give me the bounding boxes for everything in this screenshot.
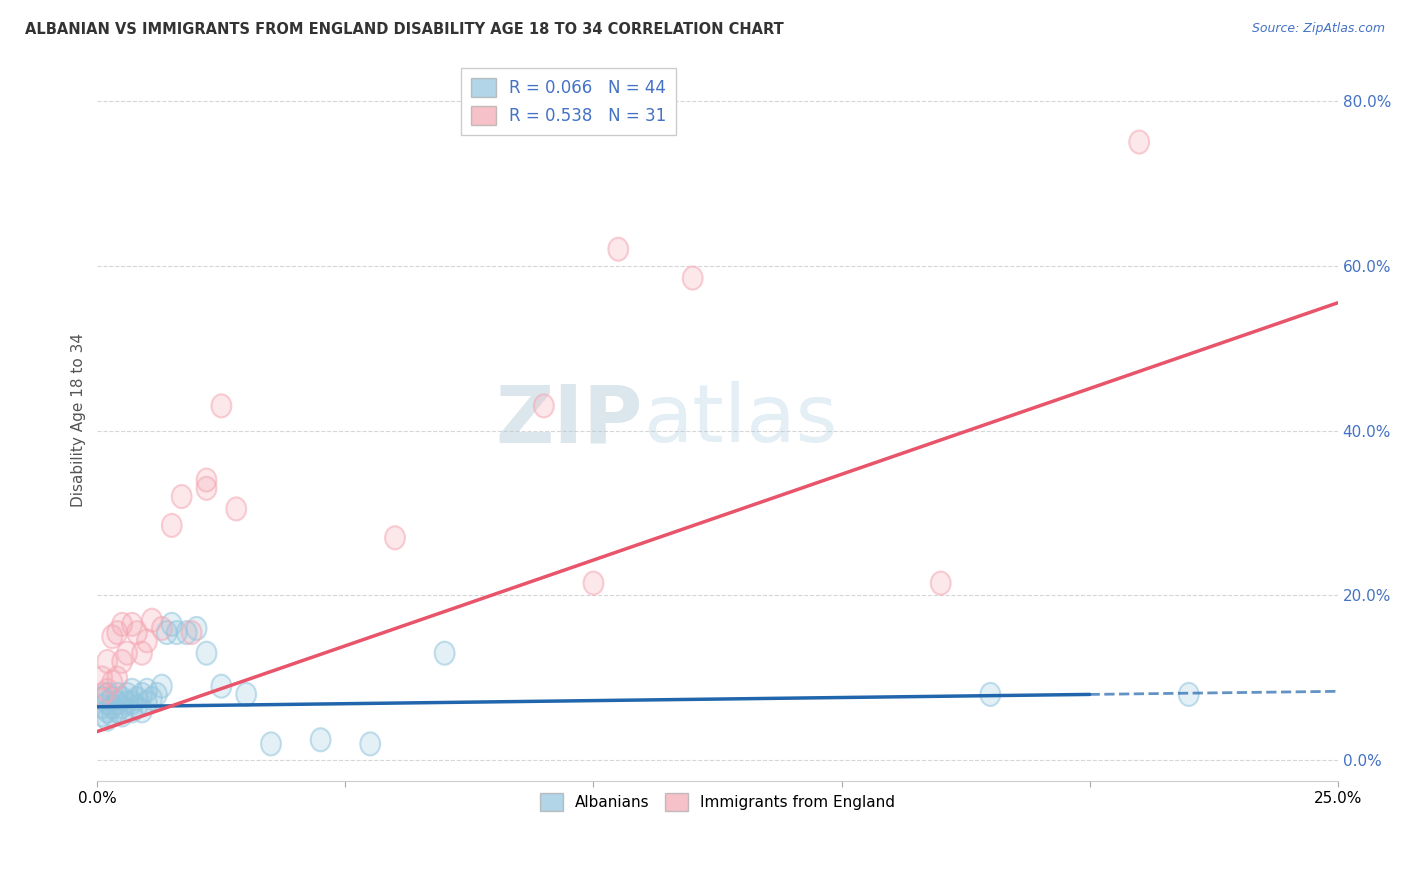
Ellipse shape xyxy=(103,687,122,710)
Ellipse shape xyxy=(103,695,122,718)
Text: ZIP: ZIP xyxy=(496,381,643,459)
Ellipse shape xyxy=(181,621,201,644)
Ellipse shape xyxy=(107,683,127,706)
Ellipse shape xyxy=(107,699,127,723)
Ellipse shape xyxy=(142,608,162,632)
Ellipse shape xyxy=(162,514,181,537)
Ellipse shape xyxy=(103,625,122,648)
Text: ALBANIAN VS IMMIGRANTS FROM ENGLAND DISABILITY AGE 18 TO 34 CORRELATION CHART: ALBANIAN VS IMMIGRANTS FROM ENGLAND DISA… xyxy=(25,22,785,37)
Ellipse shape xyxy=(152,674,172,698)
Ellipse shape xyxy=(97,650,117,673)
Ellipse shape xyxy=(211,674,232,698)
Ellipse shape xyxy=(93,704,112,727)
Ellipse shape xyxy=(197,476,217,500)
Ellipse shape xyxy=(172,485,191,508)
Ellipse shape xyxy=(311,728,330,751)
Ellipse shape xyxy=(107,666,127,690)
Ellipse shape xyxy=(117,683,136,706)
Ellipse shape xyxy=(236,683,256,706)
Text: atlas: atlas xyxy=(643,381,838,459)
Ellipse shape xyxy=(211,394,232,417)
Ellipse shape xyxy=(162,613,181,636)
Ellipse shape xyxy=(93,687,112,710)
Ellipse shape xyxy=(142,687,162,710)
Ellipse shape xyxy=(1178,683,1199,706)
Ellipse shape xyxy=(534,394,554,417)
Text: Source: ZipAtlas.com: Source: ZipAtlas.com xyxy=(1251,22,1385,36)
Ellipse shape xyxy=(97,707,117,731)
Ellipse shape xyxy=(127,621,148,644)
Ellipse shape xyxy=(136,629,157,652)
Ellipse shape xyxy=(157,621,177,644)
Ellipse shape xyxy=(980,683,1000,706)
Ellipse shape xyxy=(93,695,112,718)
Ellipse shape xyxy=(127,695,148,718)
Ellipse shape xyxy=(360,732,380,756)
Ellipse shape xyxy=(97,679,117,702)
Ellipse shape xyxy=(97,691,117,714)
Ellipse shape xyxy=(117,691,136,714)
Ellipse shape xyxy=(262,732,281,756)
Ellipse shape xyxy=(112,695,132,718)
Ellipse shape xyxy=(167,621,187,644)
Ellipse shape xyxy=(434,641,454,665)
Ellipse shape xyxy=(609,237,628,260)
Ellipse shape xyxy=(132,699,152,723)
Ellipse shape xyxy=(122,613,142,636)
Y-axis label: Disability Age 18 to 34: Disability Age 18 to 34 xyxy=(72,334,86,508)
Ellipse shape xyxy=(122,699,142,723)
Ellipse shape xyxy=(197,641,217,665)
Legend: Albanians, Immigrants from England: Albanians, Immigrants from England xyxy=(534,787,901,817)
Ellipse shape xyxy=(93,683,112,706)
Ellipse shape xyxy=(112,650,132,673)
Ellipse shape xyxy=(93,666,112,690)
Ellipse shape xyxy=(132,683,152,706)
Ellipse shape xyxy=(107,691,127,714)
Ellipse shape xyxy=(122,691,142,714)
Ellipse shape xyxy=(97,699,117,723)
Ellipse shape xyxy=(136,691,157,714)
Ellipse shape xyxy=(97,683,117,706)
Ellipse shape xyxy=(112,704,132,727)
Ellipse shape xyxy=(226,498,246,520)
Ellipse shape xyxy=(1129,130,1149,153)
Ellipse shape xyxy=(177,621,197,644)
Ellipse shape xyxy=(107,621,127,644)
Ellipse shape xyxy=(683,267,703,290)
Ellipse shape xyxy=(132,641,152,665)
Ellipse shape xyxy=(197,468,217,491)
Ellipse shape xyxy=(117,641,136,665)
Ellipse shape xyxy=(148,683,167,706)
Ellipse shape xyxy=(122,679,142,702)
Ellipse shape xyxy=(385,526,405,549)
Ellipse shape xyxy=(103,704,122,727)
Ellipse shape xyxy=(136,679,157,702)
Ellipse shape xyxy=(112,613,132,636)
Ellipse shape xyxy=(187,617,207,640)
Ellipse shape xyxy=(931,572,950,595)
Ellipse shape xyxy=(152,617,172,640)
Ellipse shape xyxy=(127,687,148,710)
Ellipse shape xyxy=(583,572,603,595)
Ellipse shape xyxy=(103,671,122,694)
Ellipse shape xyxy=(112,687,132,710)
